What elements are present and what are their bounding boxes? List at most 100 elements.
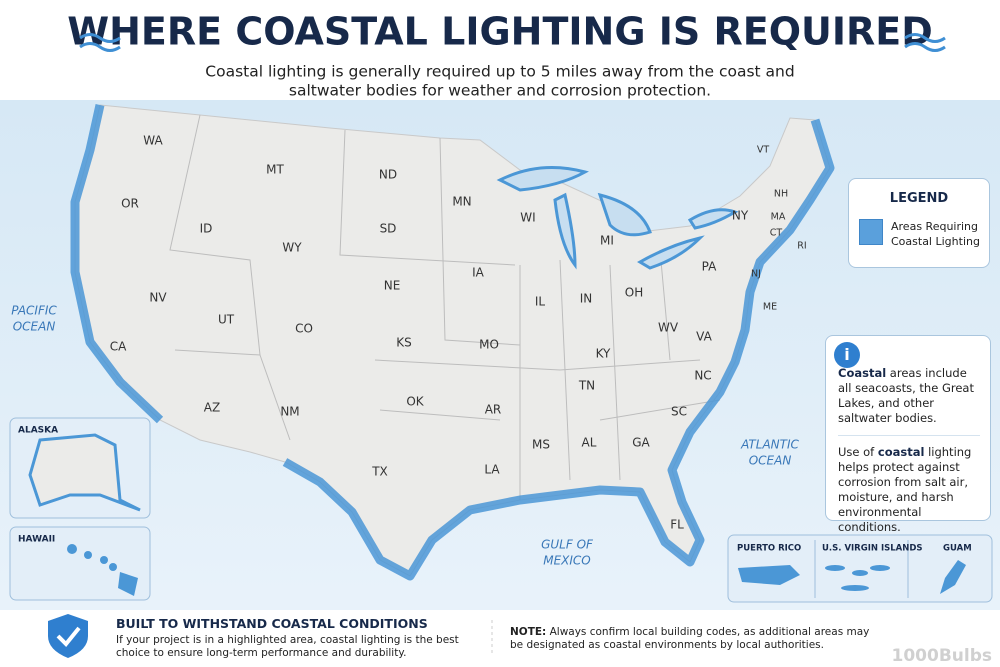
state-label: MT <box>266 163 284 177</box>
legend-item: Coastal Lighting <box>891 235 980 248</box>
logo: 1000Bulbs <box>892 646 993 666</box>
legend-text: Areas Requiring Coastal Lighting <box>891 219 980 249</box>
state-label: IL <box>535 295 546 309</box>
state-label: TN <box>578 379 595 393</box>
check-icon <box>56 626 81 647</box>
state-label: AL <box>582 436 597 450</box>
state-label: NH <box>774 189 788 200</box>
inset-label: GUAM <box>943 544 972 554</box>
state-label: ID <box>200 222 213 236</box>
shield-icon <box>48 614 88 658</box>
state-label: WI <box>520 211 535 225</box>
legend: LEGEND Areas Requiring Coastal Lighting <box>848 178 990 268</box>
ocean-labels: PACIFIC OCEAN ATLANTIC OCEAN GULF OF MEXICO <box>11 304 799 568</box>
title: WHERE COASTAL LIGHTING IS REQUIRED <box>67 10 933 54</box>
state-label: RI <box>797 241 806 252</box>
state-label: AR <box>485 403 502 417</box>
state-label: MA <box>771 212 786 223</box>
info-text: Use of <box>838 445 878 459</box>
great-lakes <box>496 166 739 270</box>
info-bold: Coastal <box>838 366 887 380</box>
hawaii-inset <box>9 526 151 601</box>
state-label: OH <box>625 286 643 300</box>
subtitle: saltwater bodies for weather and corrosi… <box>289 82 711 100</box>
guam-shape <box>940 560 966 594</box>
state-label: TX <box>371 465 388 479</box>
inset-label: ALASKA <box>18 426 58 436</box>
state-label: VA <box>696 330 712 344</box>
state-label: NC <box>694 369 711 383</box>
ocean-label: OCEAN <box>13 320 56 334</box>
footer-note: NOTE: Always confirm local building code… <box>510 626 880 652</box>
info-paragraph: Coastal areas include all seacoasts, the… <box>838 366 980 426</box>
state-label: ND <box>379 168 397 182</box>
state-borders <box>169 114 721 500</box>
territories-inset <box>727 534 993 603</box>
state-label: NY <box>732 209 749 223</box>
ocean-label: MEXICO <box>543 554 591 568</box>
state-label: PA <box>702 260 717 274</box>
info-text: lighting helps protect against corrosion… <box>838 445 972 534</box>
state-label: CT <box>770 228 783 239</box>
state-label: MI <box>600 234 614 248</box>
coastal-zone <box>70 104 835 581</box>
legend-item: Areas Requiring <box>891 220 979 233</box>
info-box: i Coastal areas include all seacoasts, t… <box>825 335 991 534</box>
subtitle: Coastal lighting is generally required u… <box>205 63 794 81</box>
state-label: MO <box>479 338 499 352</box>
info-paragraph: Use of coastal lighting helps protect ag… <box>838 445 980 535</box>
state-label: NJ <box>751 269 761 280</box>
state-label: GA <box>632 436 650 450</box>
state-label: WV <box>658 321 679 335</box>
state-label: OR <box>121 197 139 211</box>
state-label: SD <box>380 222 397 236</box>
divider <box>838 435 980 436</box>
legend-title: LEGEND <box>889 191 949 206</box>
state-label: MN <box>452 195 471 209</box>
state-label: UT <box>218 313 235 327</box>
state-label: KS <box>396 336 412 350</box>
alaska-shape <box>28 433 141 512</box>
inset-label: U.S. VIRGIN ISLANDS <box>822 544 923 554</box>
state-label: WA <box>143 134 163 148</box>
state-label: CA <box>110 340 127 354</box>
state-label: WY <box>282 241 302 255</box>
state-label: SC <box>671 405 687 419</box>
info-icon: i <box>834 342 860 368</box>
puerto-rico-shape <box>738 565 800 585</box>
note-label: NOTE: <box>510 626 547 638</box>
virgin-islands-shape <box>825 565 890 591</box>
footer-heading: BUILT TO WITHSTAND COASTAL CONDITIONS <box>116 616 428 631</box>
footer-text: If your project is in a highlighted area… <box>116 634 459 659</box>
state-label: CO <box>295 322 313 336</box>
state-label: NE <box>384 279 401 293</box>
state-label: NV <box>149 291 167 305</box>
ocean-label: OCEAN <box>749 454 792 468</box>
ocean-label: PACIFIC <box>11 304 57 318</box>
info-text: areas include all seacoasts, the Great L… <box>838 366 974 425</box>
state-label: FL <box>670 518 684 532</box>
inset-label: PUERTO RICO <box>737 544 801 554</box>
wave-icons <box>79 33 946 52</box>
state-label: ME <box>763 302 777 313</box>
info-bold: coastal <box>877 445 925 459</box>
state-label: VT <box>757 145 769 156</box>
ocean-label: ATLANTIC <box>740 438 799 452</box>
state-label: NM <box>280 405 299 419</box>
state-label: MS <box>532 438 550 452</box>
note-text: Always confirm local building codes, as … <box>510 626 870 651</box>
legend-swatch <box>859 219 883 245</box>
state-label: OK <box>406 395 424 409</box>
state-label: LA <box>484 463 500 477</box>
footer-bg <box>0 610 1000 667</box>
state-label: KY <box>596 347 611 361</box>
footer-left: BUILT TO WITHSTAND COASTAL CONDITIONS If… <box>116 616 476 660</box>
state-labels: WA OR CA NV ID MT WY UT AZ CO NM ND SD NE KS OK TX MN IA MO… <box>110 134 807 532</box>
state-label: IN <box>580 292 593 306</box>
state-label: AZ <box>204 401 220 415</box>
inset-label: HAWAII <box>18 535 55 545</box>
hawaii-shape <box>67 544 138 596</box>
header-bg <box>0 0 1000 100</box>
